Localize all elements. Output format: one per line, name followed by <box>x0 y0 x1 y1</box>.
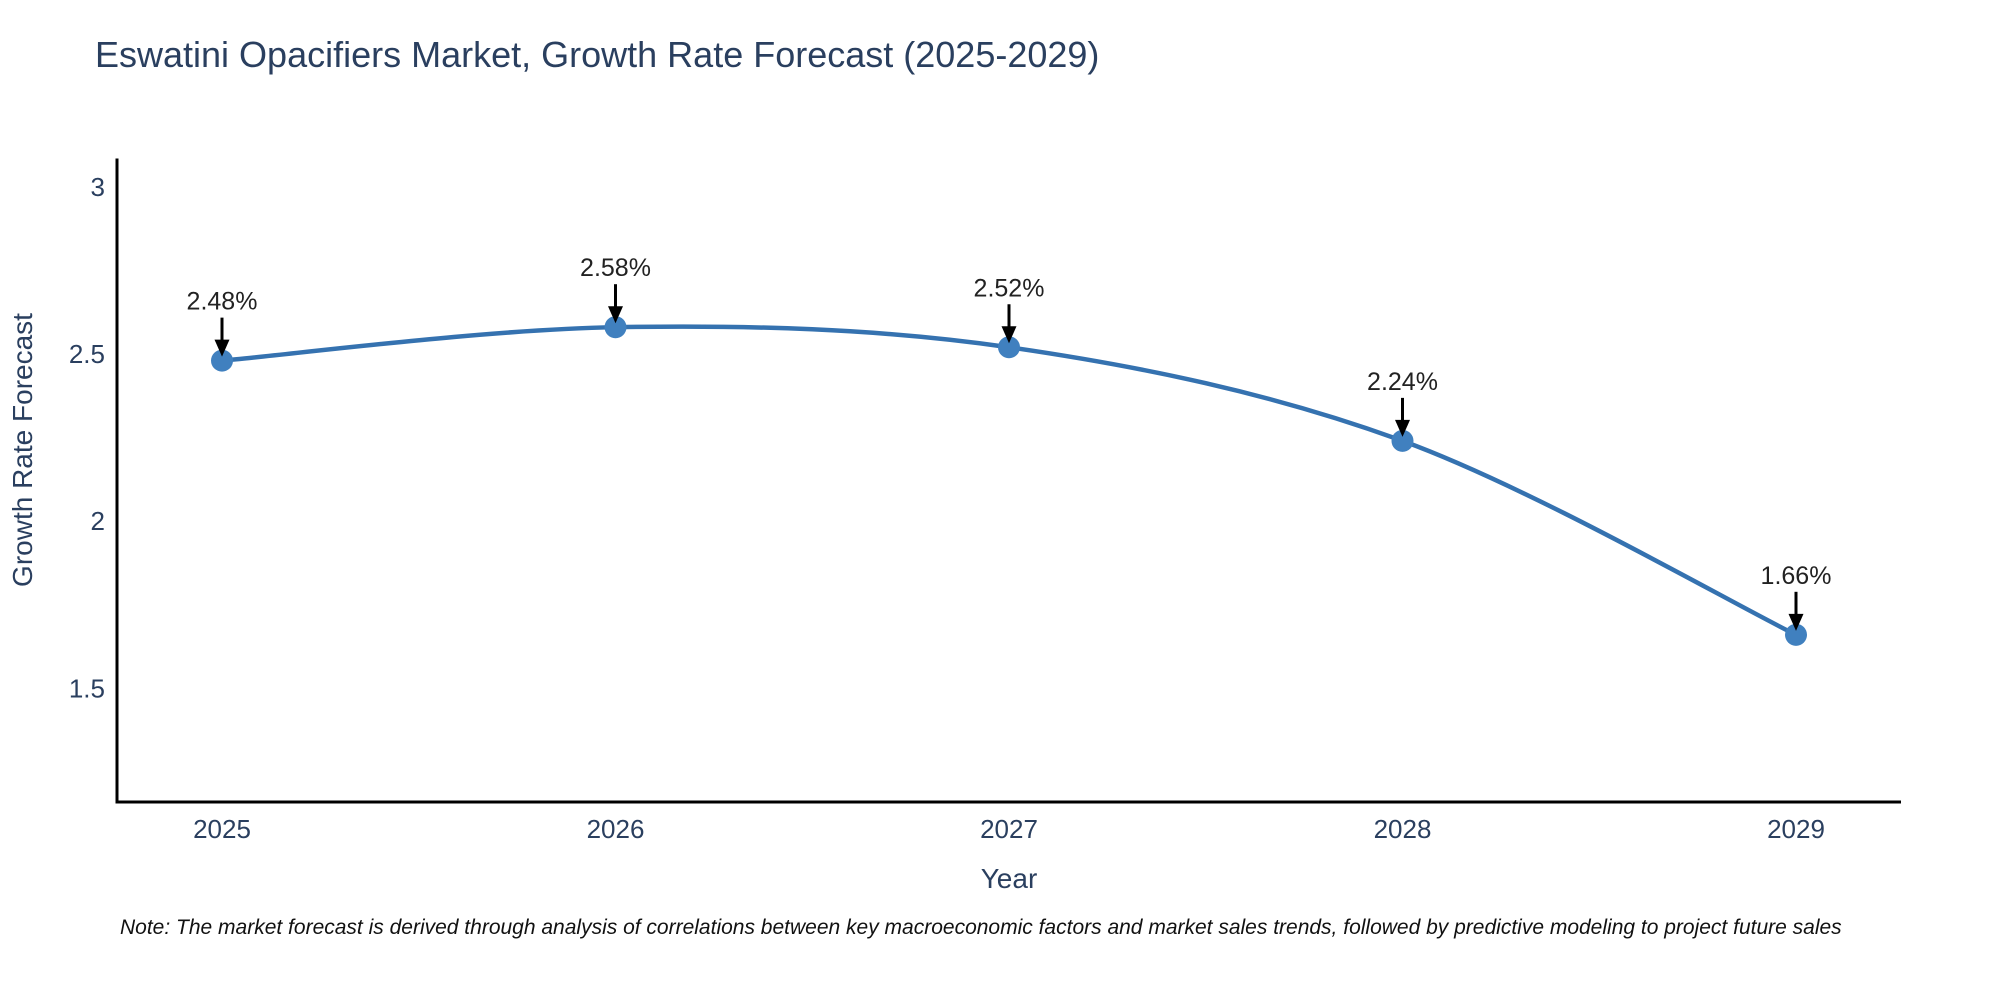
annotation-arrowhead <box>608 306 623 324</box>
y-tick-label: 2 <box>91 506 105 536</box>
data-point-marker[interactable] <box>1391 429 1414 452</box>
x-axis-title: Year <box>981 863 1038 894</box>
data-point-marker[interactable] <box>998 336 1020 359</box>
annotation-arrowhead <box>1395 419 1410 437</box>
x-tick-label: 2025 <box>193 814 251 844</box>
x-tick-label: 2029 <box>1767 814 1825 844</box>
x-tick-label: 2026 <box>587 814 645 844</box>
annotation-arrowhead <box>1788 613 1804 631</box>
y-tick-label: 2.5 <box>69 339 105 369</box>
y-axis-title: Growth Rate Forecast <box>7 313 38 587</box>
data-point-marker[interactable] <box>1785 623 1807 646</box>
annotation-arrowhead <box>214 339 230 357</box>
data-point-marker[interactable] <box>211 349 233 372</box>
data-point-label: 2.58% <box>580 254 651 282</box>
x-tick-label: 2028 <box>1374 814 1432 844</box>
data-point-label: 2.52% <box>974 274 1045 302</box>
footnote: Note: The market forecast is derived thr… <box>120 916 1842 939</box>
data-point-label: 2.24% <box>1367 368 1438 396</box>
chart-title: Eswatini Opacifiers Market, Growth Rate … <box>95 34 1100 75</box>
x-tick-label: 2027 <box>980 814 1038 844</box>
data-point-label: 1.66% <box>1761 562 1832 590</box>
trend-line <box>221 324 1797 637</box>
y-tick-label: 3 <box>91 172 105 202</box>
y-tick-label: 1.5 <box>69 673 105 703</box>
data-point-label: 2.48% <box>187 288 258 316</box>
data-point-marker[interactable] <box>604 316 627 339</box>
annotation-arrowhead <box>1001 326 1017 344</box>
